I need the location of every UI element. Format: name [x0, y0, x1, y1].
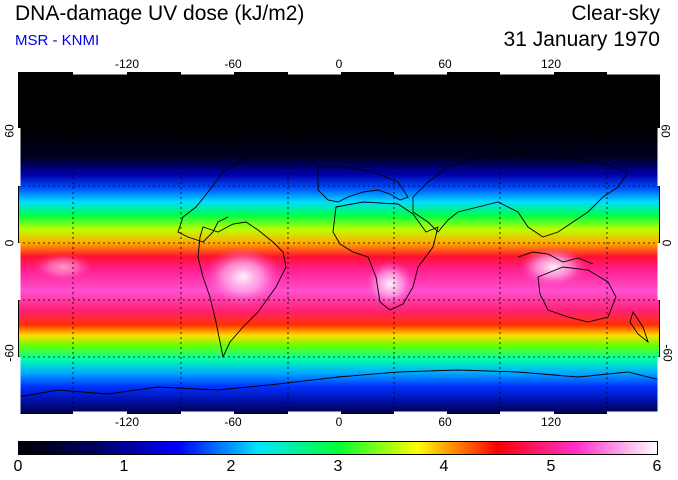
- coast-indonesia: [517, 251, 594, 265]
- lat-tick-right: -60: [660, 344, 675, 362]
- lon-tick-bottom: 60: [438, 415, 452, 429]
- graticule: [18, 72, 660, 414]
- hotspot-indonesia: [518, 247, 588, 287]
- coast-asia: [412, 151, 629, 238]
- coast-europe: [317, 166, 409, 203]
- lon-tick-bottom: -60: [224, 415, 242, 429]
- lon-tick-top: -120: [114, 57, 140, 71]
- lon-tick-top: 120: [540, 57, 562, 71]
- sky-condition: Clear-sky: [571, 2, 660, 25]
- frame-ticks: [18, 72, 660, 414]
- lat-tick-right: 60: [658, 124, 673, 138]
- uv-dose-map: [18, 72, 660, 414]
- colorbar-label: 2: [226, 458, 236, 475]
- hotspot-africa: [365, 260, 415, 308]
- coast-antarctica: [18, 369, 660, 398]
- colorbar-label: 4: [439, 458, 449, 475]
- lat-tick-left: -60: [2, 344, 17, 362]
- source-label: MSR - KNMI: [15, 32, 100, 49]
- lat-tick-left: 60: [2, 124, 17, 138]
- colorbar: [18, 441, 658, 455]
- lon-tick-top: 0: [335, 57, 343, 71]
- coast-australia: [537, 266, 617, 323]
- coast-africa: [332, 201, 439, 311]
- coast-south-america: [197, 221, 287, 359]
- hotspot-pacific: [33, 253, 93, 281]
- coast-north-america: [112, 126, 249, 243]
- colorbar-label: 0: [13, 458, 23, 475]
- lon-tick-top: 60: [438, 57, 452, 71]
- colorbar-label: 1: [119, 458, 129, 475]
- lon-tick-top: -60: [224, 57, 242, 71]
- lat-tick-left: 0: [2, 239, 17, 247]
- hotspot-south-america: [203, 247, 283, 307]
- date-label: 31 January 1970: [503, 28, 660, 51]
- lon-tick-bottom: 0: [335, 415, 343, 429]
- lon-tick-bottom: -120: [114, 415, 140, 429]
- lat-tick-right: 0: [659, 239, 674, 247]
- lon-tick-bottom: 120: [540, 415, 562, 429]
- colorbar-label: 5: [546, 458, 556, 475]
- coast-new-zealand: [629, 310, 649, 344]
- map-title: DNA-damage UV dose (kJ/m2): [15, 2, 305, 25]
- colorbar-label: 3: [333, 458, 343, 475]
- coastlines: [18, 126, 660, 398]
- colorbar-label: 6: [652, 458, 662, 475]
